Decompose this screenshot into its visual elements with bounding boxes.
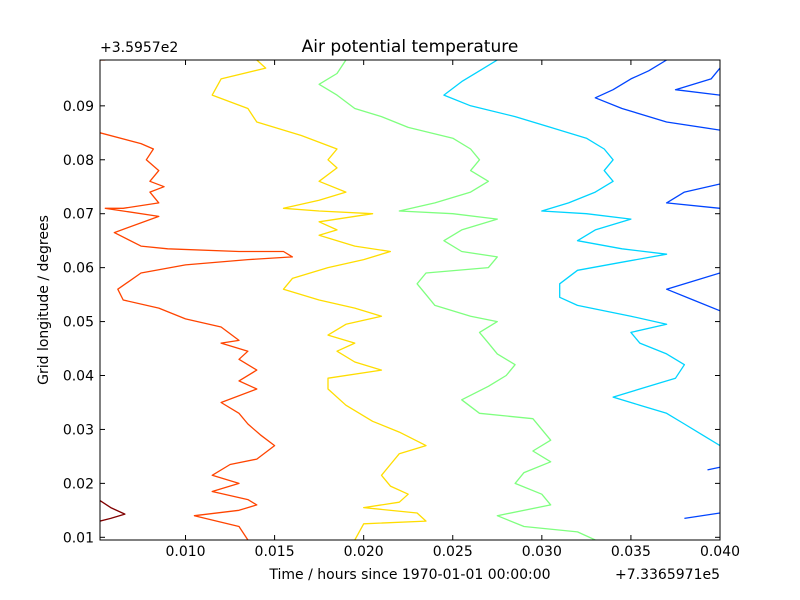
y-tick-label: 0.09	[63, 99, 94, 115]
y-tick-label: 0.01	[63, 530, 94, 546]
contour-line-5-1	[665, 183, 720, 209]
y-tick-label: 0.02	[63, 476, 94, 492]
contour-line-2-0	[211, 60, 427, 540]
y-tick-label: 0.05	[63, 315, 94, 331]
y-axis-offset-label: +3.5957e2	[100, 40, 178, 56]
y-tick-label: 0.08	[63, 153, 94, 169]
x-axis-offset-label: +7.3365971e5	[615, 567, 720, 583]
plot-area	[99, 59, 721, 541]
contour-line-3-0	[318, 60, 596, 540]
x-axis-label: Time / hours since 1970-01-01 00:00:00	[268, 567, 550, 583]
contour-line-1-1	[100, 132, 294, 540]
y-tick-label: 0.04	[63, 369, 94, 385]
plot-frame	[99, 59, 721, 541]
contour-lines	[100, 60, 720, 540]
x-tick-label: 0.030	[522, 544, 562, 560]
contour-line-5-4	[707, 466, 720, 471]
x-tick-label: 0.020	[344, 544, 384, 560]
x-tick-label: 0.010	[165, 544, 205, 560]
y-axis-ticks: 0.01 0.02 0.03 0.04 0.05 0.06 0.07 0.08 0.09	[63, 99, 720, 546]
x-tick-label: 0.035	[611, 544, 651, 560]
x-axis-ticks: 0.010 0.015 0.020 0.025 0.030 0.035 0.040	[165, 60, 740, 560]
x-tick-label: 0.015	[255, 544, 295, 560]
y-tick-label: 0.03	[63, 422, 94, 438]
contour-line-5-0	[594, 60, 720, 131]
y-tick-label: 0.06	[63, 261, 94, 277]
contour-line-5-3	[674, 67, 720, 96]
y-tick-label: 0.07	[63, 207, 94, 223]
contour-line-4-0	[443, 60, 720, 447]
x-tick-label: 0.025	[433, 544, 473, 560]
chart-title: Air potential temperature	[302, 37, 519, 57]
contour-line-5-5	[684, 512, 720, 520]
contour-line-0-0	[100, 500, 126, 522]
x-tick-label: 0.040	[700, 544, 740, 560]
contour-line-5-2	[665, 272, 720, 312]
y-axis-label: Grid longitude / degrees	[36, 215, 52, 385]
